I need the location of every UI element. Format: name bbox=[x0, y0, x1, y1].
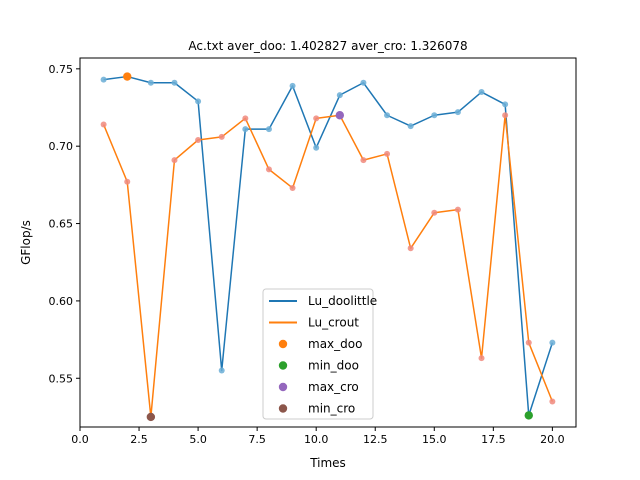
y-axis-label: GFlop/s bbox=[19, 220, 33, 265]
data-point-Lu_doolittle bbox=[360, 79, 367, 86]
chart-title: Ac.txt aver_doo: 1.402827 aver_cro: 1.32… bbox=[188, 39, 467, 53]
data-point-Lu_doolittle bbox=[336, 92, 343, 99]
data-point-Lu_doolittle bbox=[431, 112, 438, 119]
x-tick-label: 17.5 bbox=[481, 433, 506, 446]
data-point-Lu_crout bbox=[218, 133, 225, 140]
legend-box bbox=[262, 288, 374, 420]
y-tick-label: 0.75 bbox=[49, 63, 74, 76]
y-axis: 0.55 0.60 0.65 0.70 0.75 bbox=[49, 63, 80, 385]
series-line-Lu_doolittle bbox=[103, 75, 554, 417]
legend-swatch-max_doo bbox=[278, 339, 288, 349]
x-tick-label: 2.5 bbox=[130, 433, 148, 446]
data-point-Lu_doolittle bbox=[407, 123, 414, 130]
data-point-Lu_crout bbox=[384, 150, 391, 157]
legend-swatch-max_cro bbox=[278, 382, 288, 392]
x-axis: 0.0 2.5 5.0 7.5 10.0 12.5 15.0 17.5 20.0 bbox=[71, 427, 565, 446]
legend: Lu_doolittle Lu_crout max_doo min_doo max_cr… bbox=[262, 288, 377, 420]
y-tick-label: 0.60 bbox=[49, 295, 74, 308]
data-point-Lu_crout bbox=[313, 115, 320, 122]
marker-min_cro bbox=[146, 412, 156, 422]
data-point-Lu_crout bbox=[100, 121, 107, 128]
data-point-Lu_crout bbox=[407, 245, 414, 252]
data-point-Lu_doolittle bbox=[549, 339, 556, 346]
axes-frame bbox=[79, 57, 577, 428]
series-line-Lu_crout bbox=[102, 114, 554, 418]
data-point-Lu_doolittle bbox=[502, 101, 509, 108]
data-point-Lu_doolittle bbox=[218, 367, 225, 374]
data-point-Lu_crout bbox=[478, 355, 485, 362]
data-point-Lu_doolittle bbox=[313, 144, 320, 151]
legend-label-max_cro: max_cro bbox=[308, 380, 359, 394]
data-point-Lu_doolittle bbox=[478, 89, 485, 96]
data-point-Lu_crout bbox=[360, 157, 367, 164]
y-tick-label: 0.65 bbox=[49, 218, 74, 231]
data-point-Lu_doolittle bbox=[454, 109, 461, 116]
data-point-Lu_crout bbox=[431, 209, 438, 216]
x-tick-label: 12.5 bbox=[363, 433, 388, 446]
legend-swatch-min_doo bbox=[278, 361, 288, 370]
data-point-Lu_doolittle bbox=[195, 98, 202, 105]
data-point-Lu_doolittle bbox=[289, 82, 296, 89]
data-point-Lu_crout bbox=[124, 178, 131, 185]
data-point-Lu_doolittle bbox=[147, 79, 154, 86]
data-point-Lu_crout bbox=[502, 112, 509, 119]
data-point-Lu_doolittle bbox=[265, 126, 272, 133]
legend-label-max_doo: max_doo bbox=[308, 337, 362, 351]
data-point-Lu_crout bbox=[195, 137, 202, 143]
x-axis-label: Times bbox=[309, 456, 346, 470]
y-tick-label: 0.55 bbox=[49, 372, 74, 385]
legend-swatch-min_cro bbox=[278, 404, 288, 413]
data-point-Lu_crout bbox=[289, 184, 296, 191]
legend-label-Lu_doolittle: Lu_doolittle bbox=[308, 294, 377, 308]
x-tick-label: 20.0 bbox=[540, 433, 565, 446]
data-point-Lu_doolittle bbox=[100, 76, 107, 83]
data-point-Lu_doolittle bbox=[171, 79, 178, 86]
x-tick-label: 10.0 bbox=[304, 433, 329, 446]
data-point-Lu_crout bbox=[454, 206, 461, 213]
data-point-Lu_crout bbox=[171, 157, 178, 164]
data-point-Lu_crout bbox=[242, 115, 249, 122]
data-point-Lu_crout bbox=[265, 166, 272, 173]
data-point-Lu_doolittle bbox=[242, 126, 249, 133]
legend-label-min_doo: min_doo bbox=[308, 359, 359, 373]
y-tick-label: 0.70 bbox=[49, 140, 74, 153]
legend-label-min_cro: min_cro bbox=[308, 402, 355, 416]
plot-layer bbox=[100, 72, 556, 422]
data-point-Lu_doolittle bbox=[384, 112, 391, 119]
marker-min_doo bbox=[524, 411, 533, 420]
x-tick-label: 5.0 bbox=[189, 433, 207, 446]
x-tick-label: 7.5 bbox=[248, 433, 266, 446]
x-tick-label: 15.0 bbox=[422, 433, 447, 446]
x-tick-label: 0.0 bbox=[71, 433, 89, 446]
legend-label-Lu_crout: Lu_crout bbox=[308, 316, 359, 330]
marker-max_cro bbox=[335, 111, 345, 120]
data-point-Lu_crout bbox=[525, 339, 532, 346]
data-point-Lu_crout bbox=[549, 398, 556, 405]
marker-max_doo bbox=[123, 72, 132, 81]
